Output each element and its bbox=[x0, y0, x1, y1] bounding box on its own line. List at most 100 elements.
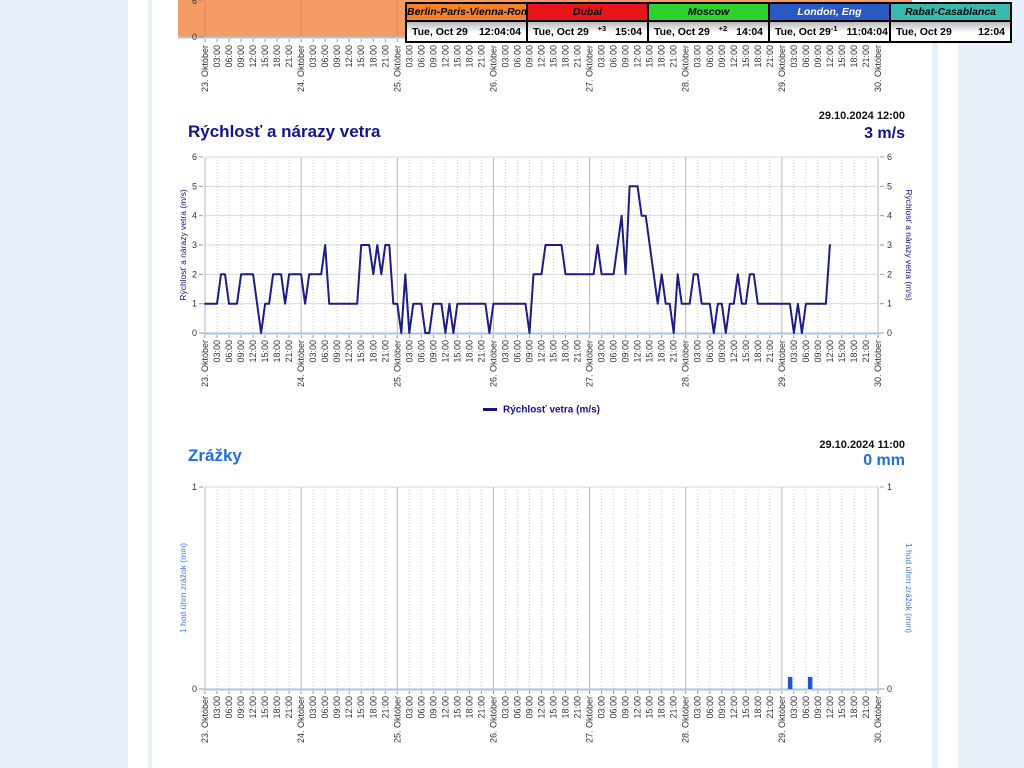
svg-text:30. Október: 30. Október bbox=[873, 340, 883, 387]
city-name: Berlin-Paris-Vienna-Roma bbox=[407, 4, 526, 22]
svg-text:21:00: 21:00 bbox=[380, 340, 390, 363]
svg-text:06:00: 06:00 bbox=[320, 45, 330, 68]
city-time: 14:04 bbox=[736, 25, 763, 38]
svg-text:18:00: 18:00 bbox=[368, 340, 378, 363]
svg-text:29. Október: 29. Október bbox=[777, 696, 787, 743]
svg-text:1: 1 bbox=[887, 299, 892, 309]
svg-text:12:00: 12:00 bbox=[537, 45, 547, 68]
svg-text:25. Október: 25. Október bbox=[392, 340, 402, 387]
svg-text:1 hod úhrn zrážok (mm): 1 hod úhrn zrážok (mm) bbox=[178, 543, 188, 633]
svg-text:26. Október: 26. Október bbox=[488, 45, 498, 92]
svg-text:18:00: 18:00 bbox=[849, 45, 859, 68]
svg-text:09:00: 09:00 bbox=[236, 45, 246, 68]
svg-text:03:00: 03:00 bbox=[500, 696, 510, 719]
svg-text:06:00: 06:00 bbox=[416, 340, 426, 363]
svg-text:12:00: 12:00 bbox=[248, 340, 258, 363]
svg-text:09:00: 09:00 bbox=[428, 340, 438, 363]
svg-text:09:00: 09:00 bbox=[813, 340, 823, 363]
svg-text:0: 0 bbox=[192, 328, 197, 338]
city-name: Moscow bbox=[649, 4, 768, 22]
svg-text:12:00: 12:00 bbox=[729, 340, 739, 363]
svg-text:06:00: 06:00 bbox=[320, 340, 330, 363]
svg-text:21:00: 21:00 bbox=[573, 696, 583, 719]
svg-text:21:00: 21:00 bbox=[669, 45, 679, 68]
svg-text:06:00: 06:00 bbox=[416, 696, 426, 719]
svg-text:09:00: 09:00 bbox=[717, 45, 727, 68]
svg-text:03:00: 03:00 bbox=[789, 696, 799, 719]
svg-text:23. Október: 23. Október bbox=[200, 696, 210, 743]
svg-text:3: 3 bbox=[192, 240, 197, 250]
svg-text:12:00: 12:00 bbox=[344, 45, 354, 68]
svg-text:06:00: 06:00 bbox=[801, 45, 811, 68]
svg-text:1: 1 bbox=[192, 482, 197, 492]
svg-text:15:00: 15:00 bbox=[741, 696, 751, 719]
svg-text:03:00: 03:00 bbox=[693, 45, 703, 68]
svg-text:18:00: 18:00 bbox=[753, 696, 763, 719]
city-utc-offset: -1 bbox=[830, 24, 838, 33]
svg-text:12:00: 12:00 bbox=[440, 45, 450, 68]
svg-text:12:00: 12:00 bbox=[825, 340, 835, 363]
svg-text:1 hod úhrn zrážok (mm): 1 hod úhrn zrážok (mm) bbox=[904, 543, 914, 633]
svg-text:03:00: 03:00 bbox=[597, 696, 607, 719]
world-clock-city: Dubai Tue, Oct 29 +3 15:04 bbox=[526, 4, 647, 41]
svg-text:28. Október: 28. Október bbox=[681, 45, 691, 92]
svg-text:21:00: 21:00 bbox=[573, 340, 583, 363]
svg-text:24. Október: 24. Október bbox=[296, 45, 306, 92]
svg-text:15:00: 15:00 bbox=[549, 696, 559, 719]
svg-text:12:00: 12:00 bbox=[440, 696, 450, 719]
svg-text:09:00: 09:00 bbox=[332, 45, 342, 68]
svg-text:23. Október: 23. Október bbox=[200, 340, 210, 387]
svg-text:06:00: 06:00 bbox=[801, 696, 811, 719]
svg-text:06:00: 06:00 bbox=[705, 340, 715, 363]
svg-text:15:00: 15:00 bbox=[549, 45, 559, 68]
svg-text:03:00: 03:00 bbox=[597, 340, 607, 363]
svg-text:1: 1 bbox=[192, 299, 197, 309]
city-date: Tue, Oct 29 bbox=[654, 25, 710, 38]
wind-line-swatch bbox=[482, 408, 497, 412]
city-time-row: Tue, Oct 29 +3 15:04 bbox=[528, 22, 647, 41]
svg-text:12:00: 12:00 bbox=[729, 696, 739, 719]
svg-text:03:00: 03:00 bbox=[789, 45, 799, 68]
svg-text:15:00: 15:00 bbox=[837, 45, 847, 68]
svg-text:15:00: 15:00 bbox=[260, 696, 270, 719]
svg-text:06:00: 06:00 bbox=[224, 45, 234, 68]
svg-text:09:00: 09:00 bbox=[621, 340, 631, 363]
svg-text:6: 6 bbox=[887, 152, 892, 162]
svg-text:15:00: 15:00 bbox=[837, 696, 847, 719]
wind-chart-timestamp: 29.10.2024 12:00 bbox=[818, 110, 905, 122]
city-time-row: Tue, Oct 29 +2 14:04 bbox=[649, 22, 768, 41]
svg-text:21:00: 21:00 bbox=[765, 45, 775, 68]
svg-text:21:00: 21:00 bbox=[476, 696, 486, 719]
svg-text:6: 6 bbox=[192, 0, 197, 6]
svg-text:3: 3 bbox=[887, 240, 892, 250]
svg-text:18:00: 18:00 bbox=[657, 340, 667, 363]
svg-text:09:00: 09:00 bbox=[524, 45, 534, 68]
svg-text:18:00: 18:00 bbox=[464, 696, 474, 719]
svg-text:15:00: 15:00 bbox=[452, 340, 462, 363]
svg-text:15:00: 15:00 bbox=[837, 340, 847, 363]
svg-text:24. Október: 24. Október bbox=[296, 696, 306, 743]
precip-chart-timestamp: 29.10.2024 11:00 bbox=[819, 439, 905, 451]
svg-text:26. Október: 26. Október bbox=[488, 696, 498, 743]
svg-text:09:00: 09:00 bbox=[236, 696, 246, 719]
svg-text:18:00: 18:00 bbox=[368, 696, 378, 719]
city-utc-offset: +2 bbox=[718, 24, 728, 33]
svg-text:21:00: 21:00 bbox=[380, 696, 390, 719]
svg-text:03:00: 03:00 bbox=[212, 45, 222, 68]
world-clock-table: Berlin-Paris-Vienna-Roma Tue, Oct 29 12:04… bbox=[405, 2, 1012, 43]
svg-text:21:00: 21:00 bbox=[765, 696, 775, 719]
svg-text:09:00: 09:00 bbox=[621, 45, 631, 68]
svg-text:12:00: 12:00 bbox=[537, 696, 547, 719]
city-date: Tue, Oct 29 bbox=[533, 25, 589, 38]
svg-text:12:00: 12:00 bbox=[729, 45, 739, 68]
svg-text:03:00: 03:00 bbox=[404, 340, 414, 363]
svg-text:06:00: 06:00 bbox=[609, 340, 619, 363]
svg-text:5: 5 bbox=[887, 181, 892, 191]
svg-text:2: 2 bbox=[887, 269, 892, 279]
city-utc-offset: +3 bbox=[597, 24, 607, 33]
svg-text:15:00: 15:00 bbox=[645, 340, 655, 363]
world-clock-city: Berlin-Paris-Vienna-Roma Tue, Oct 29 12:04… bbox=[407, 4, 526, 41]
svg-text:21:00: 21:00 bbox=[573, 45, 583, 68]
svg-text:06:00: 06:00 bbox=[609, 45, 619, 68]
city-time-row: Tue, Oct 29 -1 11:04:04 bbox=[770, 22, 889, 41]
